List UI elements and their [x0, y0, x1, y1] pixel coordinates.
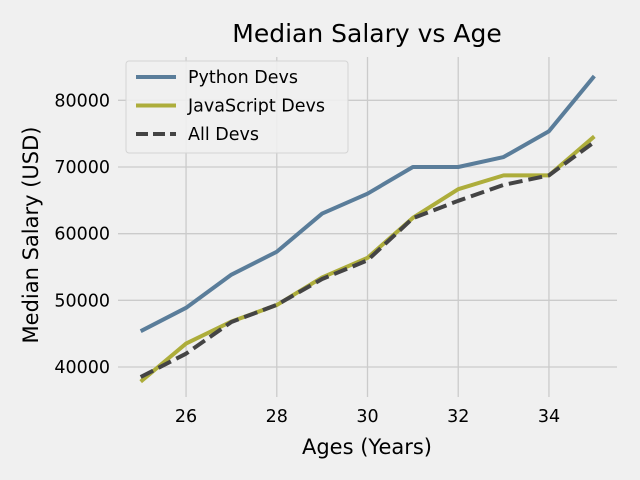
- grid: [118, 57, 617, 397]
- series-line-all-devs: [139, 140, 596, 379]
- x-axis-label: Ages (Years): [302, 435, 432, 459]
- y-tick-label: 50000: [54, 291, 110, 311]
- y-tick-label: 70000: [54, 158, 110, 178]
- x-tick-label: 28: [266, 407, 288, 427]
- legend: Python Devs JavaScript Devs All Devs: [125, 60, 349, 154]
- series-lines: [139, 74, 596, 384]
- legend-box: [125, 60, 349, 154]
- chart-title: Median Salary vs Age: [232, 19, 501, 48]
- y-axis-label: Median Salary (USD): [19, 127, 43, 344]
- y-tick-label: 80000: [54, 91, 110, 111]
- x-tick-label: 34: [538, 407, 560, 427]
- legend-label: All Devs: [188, 125, 259, 145]
- x-tick-label: 32: [447, 407, 469, 427]
- y-tick-label: 60000: [54, 225, 110, 245]
- x-tick-label: 26: [175, 407, 197, 427]
- y-tick-label: 40000: [54, 358, 110, 378]
- legend-label: Python Devs: [188, 68, 298, 88]
- legend-label: JavaScript Devs: [187, 97, 325, 117]
- x-tick-label: 30: [356, 407, 378, 427]
- tick-labels: 26 28 30 32 34 40000 50000 60000 70000 80000: [54, 91, 560, 427]
